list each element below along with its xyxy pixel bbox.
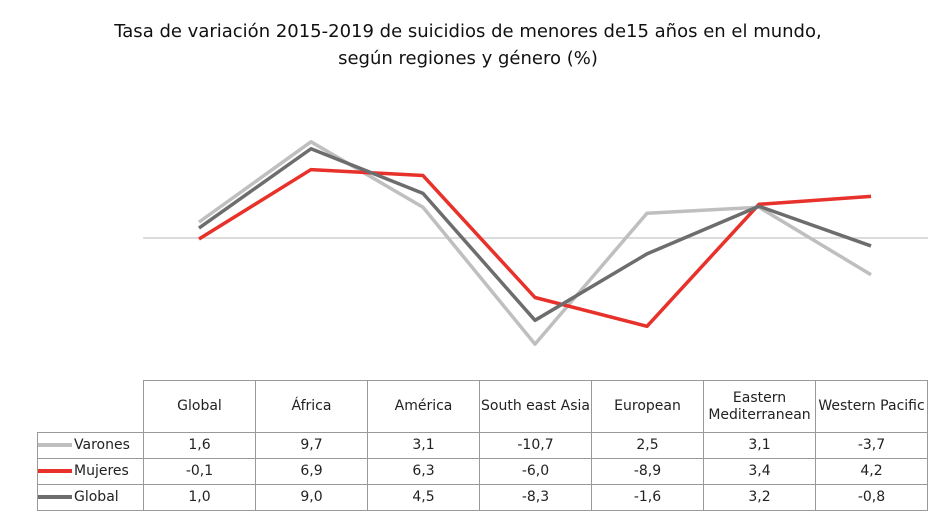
value-cell: -0,1: [143, 458, 256, 485]
legend-label: Global: [74, 489, 119, 505]
value-cell: -6,0: [479, 458, 592, 485]
legend-label: Varones: [74, 437, 130, 453]
category-label: Western Pacific: [815, 380, 928, 433]
value-cell: -3,7: [815, 432, 928, 459]
chart-title: Tasa de variación 2015-2019 de suicidios…: [114, 21, 822, 69]
corner: [37, 380, 144, 433]
series-line: [198, 167, 872, 329]
legend-entry: Global: [37, 484, 144, 511]
legend-swatch: [38, 469, 72, 473]
value-cell: 3,4: [703, 458, 816, 485]
legend-entry: Mujeres: [37, 458, 144, 485]
legend-swatch: [38, 443, 72, 447]
series-line: [197, 147, 872, 323]
legend-label: Mujeres: [74, 463, 129, 479]
legend-swatch: [38, 495, 72, 499]
data-table: Global África América South east Asia Europe…: [37, 380, 928, 511]
value-cell: 1,6: [143, 432, 256, 459]
header-row: Global África América South east Asia Europe…: [37, 380, 928, 433]
series-row: Global 1,0 9,0 4,5 -8,3 -1,6 3,2 -0,8: [37, 484, 928, 511]
value-cell: -10,7: [479, 432, 592, 459]
category-label: África: [255, 380, 368, 433]
value-cell: 6,9: [255, 458, 368, 485]
value-cell: 3,1: [367, 432, 480, 459]
value-cell: -1,6: [591, 484, 704, 511]
value-cell: 4,2: [815, 458, 928, 485]
value-cell: 9,7: [255, 432, 368, 459]
series-line: [197, 140, 872, 346]
category-label: América: [367, 380, 480, 433]
series-row: Mujeres -0,1 6,9 6,3 -6,0 -8,9 3,4 4,2: [37, 458, 928, 485]
value-cell: 2,5: [591, 432, 704, 459]
value-cell: 3,1: [703, 432, 816, 459]
category-label: Global: [143, 380, 256, 433]
value-cell: 6,3: [367, 458, 480, 485]
value-cell: -8,9: [591, 458, 704, 485]
value-cell: 3,2: [703, 484, 816, 511]
category-label: European: [591, 380, 704, 433]
value-cell: 4,5: [367, 484, 480, 511]
value-cell: -8,3: [479, 484, 592, 511]
category-label: Eastern Mediterranean: [703, 380, 816, 433]
value-cell: -0,8: [815, 484, 928, 511]
category-label: South east Asia: [479, 380, 592, 433]
series-row: Varones 1,6 9,7 3,1 -10,7 2,5 3,1 -3,7: [37, 432, 928, 459]
legend-entry: Varones: [37, 432, 144, 459]
value-cell: 1,0: [143, 484, 256, 511]
value-cell: 9,0: [255, 484, 368, 511]
